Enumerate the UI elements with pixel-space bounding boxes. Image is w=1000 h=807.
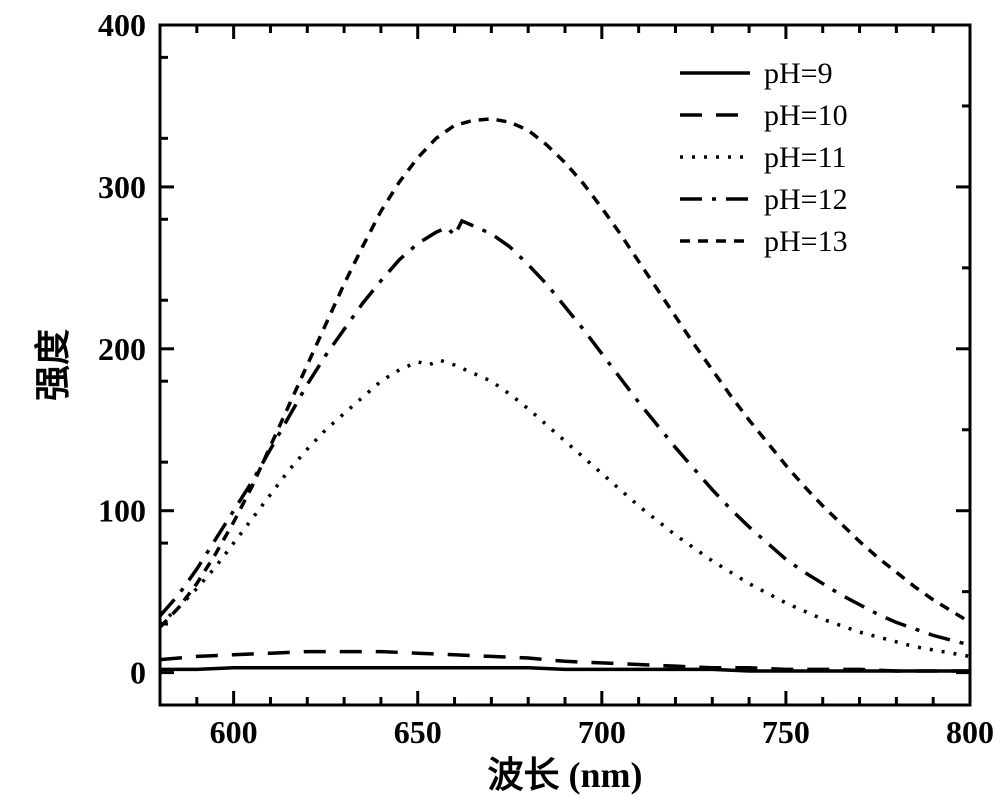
x-axis-label: 波长 (nm) (488, 755, 643, 795)
x-tick-label: 600 (210, 714, 258, 750)
series-group (160, 119, 970, 671)
legend-label: pH=13 (764, 225, 848, 258)
y-tick-label: 0 (130, 655, 146, 691)
legend-label: pH=9 (764, 57, 833, 90)
x-tick-label: 750 (762, 714, 810, 750)
plot-border (160, 25, 970, 705)
y-tick-label: 400 (98, 7, 146, 43)
spectra-chart: 600 650 700 750 800 0 100 200 300 400 波长 (nm) 强度 pH=… (0, 0, 1000, 807)
legend-label: pH=10 (764, 99, 848, 132)
series-pH=11 (160, 360, 970, 656)
y-axis-label: 强度 (33, 329, 73, 401)
y-tick-label: 100 (98, 493, 146, 529)
legend: pH=9 pH=10 pH=11 pH=12 pH=13 (680, 57, 848, 258)
y-tick-label: 200 (98, 331, 146, 367)
y-tick-label: 300 (98, 169, 146, 205)
legend-label: pH=11 (764, 141, 846, 174)
x-tick-label: 700 (578, 714, 626, 750)
x-tick-label: 800 (946, 714, 994, 750)
series-pH=12 (160, 221, 970, 645)
legend-label: pH=12 (764, 183, 848, 216)
x-tick-label: 650 (394, 714, 442, 750)
series-pH=13 (160, 119, 970, 627)
